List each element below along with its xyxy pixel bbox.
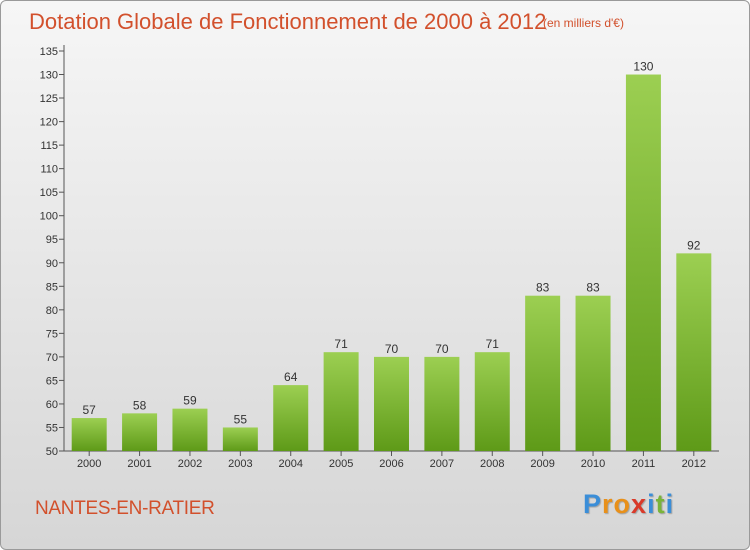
logo-letter: i — [665, 489, 675, 519]
data-label: 71 — [486, 337, 500, 351]
bar — [172, 408, 208, 451]
y-tick-label: 100 — [40, 211, 58, 223]
y-tick-label: 90 — [46, 258, 58, 270]
data-label: 59 — [183, 394, 197, 408]
chart-title: Dotation Globale de Fonctionnement de 20… — [29, 9, 547, 34]
bar — [575, 295, 611, 451]
x-tick-label: 2004 — [278, 458, 302, 470]
bar — [374, 356, 409, 451]
x-tick-label: 2005 — [329, 458, 353, 470]
data-label: 58 — [133, 398, 147, 412]
bar — [222, 427, 258, 451]
y-axis: 50 55 60 65 70 75 80 85 90 95 100 105 110 115 120 125 13… — [40, 45, 65, 458]
logo-letter: r — [602, 489, 614, 519]
data-label: 57 — [83, 403, 97, 417]
y-tick-label: 120 — [40, 117, 58, 129]
data-label: 64 — [284, 370, 298, 384]
x-tick-label: 2006 — [379, 458, 403, 470]
town-name: NANTES-EN-RATIER — [35, 498, 215, 519]
x-tick-label: 2012 — [682, 458, 706, 470]
y-tick-label: 55 — [46, 422, 58, 434]
proxiti-logo: Proxiti — [583, 489, 674, 520]
y-tick-label: 105 — [40, 187, 58, 199]
y-tick-label: 70 — [46, 352, 58, 364]
y-tick-label: 75 — [46, 328, 58, 340]
x-tick-label: 2010 — [581, 458, 605, 470]
y-tick-label: 115 — [40, 140, 58, 152]
y-tick-label: 125 — [40, 93, 58, 105]
x-tick-label: 2002 — [178, 458, 202, 470]
data-label: 130 — [633, 60, 653, 74]
bar — [525, 295, 561, 451]
x-tick-label: 2011 — [632, 458, 656, 470]
data-label: 55 — [234, 412, 248, 426]
bar — [323, 352, 359, 451]
y-tick-label: 50 — [46, 446, 58, 458]
data-label: 70 — [435, 342, 449, 356]
y-tick-label: 80 — [46, 305, 58, 317]
x-tick-label: 2008 — [480, 458, 504, 470]
y-tick-label: 65 — [46, 375, 58, 387]
chart-subtitle: (en milliers d'€) — [543, 16, 624, 30]
x-tick-label: 2007 — [430, 458, 454, 470]
x-tick-label: 2009 — [530, 458, 554, 470]
bar — [71, 418, 107, 451]
data-label: 92 — [687, 238, 701, 252]
bar — [122, 413, 158, 451]
x-tick-label: 2001 — [127, 458, 151, 470]
data-label: 83 — [536, 281, 550, 295]
bar — [273, 385, 309, 451]
data-label: 83 — [586, 281, 600, 295]
x-tick-label: 2003 — [228, 458, 252, 470]
logo-letter: i — [647, 489, 656, 519]
y-tick-label: 110 — [40, 164, 58, 176]
data-label: 71 — [334, 337, 348, 351]
y-tick-label: 130 — [40, 70, 58, 82]
data-label: 70 — [385, 342, 399, 356]
x-axis: 2000 2001 2002 2003 2004 2005 2006 2007 2008 2009… — [64, 450, 719, 470]
bar-series: 57 58 59 55 64 71 70 70 71 83 83 130 92 — [71, 60, 712, 451]
x-tick-label: 2000 — [77, 458, 101, 470]
logo-letter: t — [655, 489, 666, 519]
logo-letter: x — [631, 489, 648, 519]
y-tick-label: 60 — [46, 399, 58, 411]
logo-letter: P — [583, 489, 603, 519]
y-tick-label: 85 — [46, 281, 58, 293]
logo-letter: o — [613, 489, 632, 519]
bar — [625, 74, 661, 451]
bar — [424, 356, 460, 451]
bar — [676, 253, 712, 451]
bar — [474, 352, 510, 451]
y-tick-label: 135 — [40, 46, 58, 58]
y-tick-label: 95 — [46, 234, 58, 246]
